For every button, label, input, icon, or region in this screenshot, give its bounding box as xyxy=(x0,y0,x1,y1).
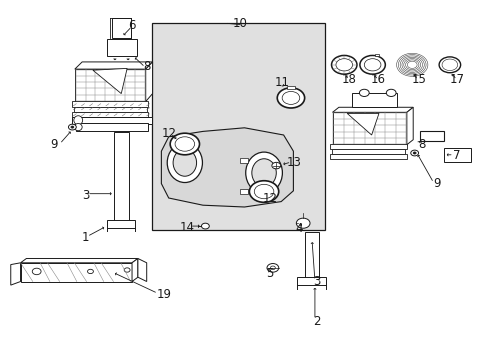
Text: 3: 3 xyxy=(81,189,89,202)
Text: 2: 2 xyxy=(312,315,320,328)
Text: 18: 18 xyxy=(341,73,356,86)
Text: 12: 12 xyxy=(263,192,277,205)
Circle shape xyxy=(386,89,395,96)
Circle shape xyxy=(124,268,130,272)
Circle shape xyxy=(271,162,280,169)
Text: 15: 15 xyxy=(411,73,426,86)
Ellipse shape xyxy=(251,159,276,187)
Bar xyxy=(151,23,325,230)
Bar xyxy=(114,132,129,221)
Polygon shape xyxy=(145,62,152,102)
Text: 9: 9 xyxy=(50,138,58,151)
Polygon shape xyxy=(93,68,127,94)
Bar xyxy=(297,277,325,285)
Circle shape xyxy=(335,59,352,71)
Circle shape xyxy=(71,126,74,128)
Polygon shape xyxy=(11,263,20,285)
Ellipse shape xyxy=(74,116,82,125)
Text: 1: 1 xyxy=(81,231,89,244)
Polygon shape xyxy=(332,112,406,145)
Bar xyxy=(329,154,407,159)
Circle shape xyxy=(296,218,309,228)
Ellipse shape xyxy=(245,152,282,194)
Circle shape xyxy=(201,223,209,229)
Text: 12: 12 xyxy=(161,127,176,140)
Polygon shape xyxy=(20,263,132,282)
Circle shape xyxy=(175,137,194,151)
Circle shape xyxy=(68,124,76,130)
Polygon shape xyxy=(332,107,412,112)
Bar xyxy=(76,123,148,131)
Ellipse shape xyxy=(173,149,196,176)
Bar xyxy=(286,86,294,89)
Bar xyxy=(112,18,131,38)
Text: 6: 6 xyxy=(128,19,136,32)
Circle shape xyxy=(249,181,278,202)
Text: 11: 11 xyxy=(274,76,289,89)
Polygon shape xyxy=(20,258,138,263)
Text: 14: 14 xyxy=(179,221,194,234)
Polygon shape xyxy=(161,128,293,207)
Text: 4: 4 xyxy=(295,222,303,235)
Text: 5: 5 xyxy=(265,267,273,280)
Circle shape xyxy=(254,184,273,199)
Bar xyxy=(239,158,248,163)
Circle shape xyxy=(266,264,278,272)
Circle shape xyxy=(410,150,418,156)
Bar xyxy=(443,148,470,162)
Polygon shape xyxy=(75,69,145,102)
Circle shape xyxy=(364,59,380,71)
Text: 8: 8 xyxy=(417,138,425,151)
Polygon shape xyxy=(75,62,152,69)
Bar xyxy=(374,54,379,56)
Ellipse shape xyxy=(74,123,82,131)
Bar xyxy=(305,232,318,279)
Circle shape xyxy=(32,268,41,275)
Bar xyxy=(106,220,135,228)
Bar xyxy=(72,101,148,107)
Polygon shape xyxy=(132,258,138,282)
Circle shape xyxy=(270,266,275,270)
Bar xyxy=(329,144,407,149)
Bar xyxy=(72,117,152,124)
Text: 16: 16 xyxy=(370,73,385,86)
Bar xyxy=(106,39,137,56)
Polygon shape xyxy=(346,113,378,135)
Text: 9: 9 xyxy=(432,177,440,190)
Polygon shape xyxy=(406,107,412,145)
Text: 17: 17 xyxy=(448,73,463,86)
Circle shape xyxy=(277,88,304,108)
Circle shape xyxy=(87,269,93,274)
Bar xyxy=(331,149,405,154)
Text: 13: 13 xyxy=(286,156,301,169)
Text: 8: 8 xyxy=(142,60,150,73)
Circle shape xyxy=(170,133,199,155)
Ellipse shape xyxy=(167,143,202,183)
Bar xyxy=(74,107,146,112)
Text: 19: 19 xyxy=(156,288,171,301)
Circle shape xyxy=(331,55,356,74)
Circle shape xyxy=(438,57,460,73)
Text: 3: 3 xyxy=(312,275,320,288)
Circle shape xyxy=(441,59,457,71)
Circle shape xyxy=(359,55,385,74)
Circle shape xyxy=(359,89,368,96)
Text: 10: 10 xyxy=(232,17,246,30)
Bar xyxy=(239,189,248,194)
Bar xyxy=(351,93,396,107)
Circle shape xyxy=(412,152,415,154)
Polygon shape xyxy=(138,258,146,282)
Bar xyxy=(419,131,443,141)
Text: 7: 7 xyxy=(452,149,460,162)
Bar xyxy=(72,112,148,117)
Circle shape xyxy=(282,91,299,104)
